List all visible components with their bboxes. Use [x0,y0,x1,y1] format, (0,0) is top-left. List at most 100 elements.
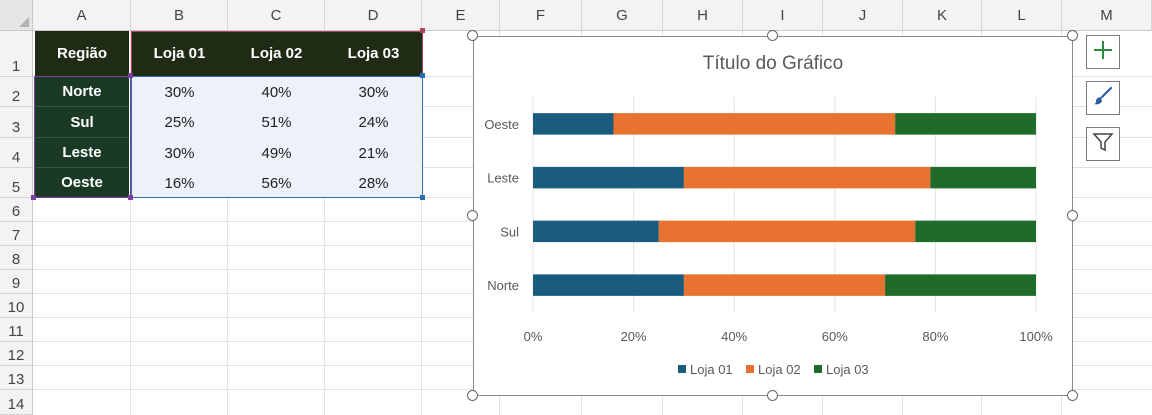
value-cell[interactable]: 24% [325,107,422,138]
x-tick-label: 60% [822,329,848,344]
chart-resize-handle[interactable] [767,390,778,401]
header-cell-regiao[interactable]: Região [35,31,129,76]
range-handle[interactable] [31,195,36,200]
row-header[interactable]: 9 [0,270,33,294]
bar-segment[interactable] [658,220,916,243]
chart-resize-handle[interactable] [467,210,478,221]
bar-segment[interactable] [533,274,684,296]
gridline [324,31,325,415]
chart-resize-handle[interactable] [467,30,478,41]
chart-title[interactable]: Título do Gráfico [703,53,843,74]
legend-entry[interactable]: Loja 02 [758,362,801,377]
category-label: Sul [500,224,519,239]
bar-segment[interactable] [683,166,931,189]
column-header[interactable]: G [582,0,663,31]
row-header[interactable]: 5 [0,168,33,198]
row-header[interactable]: 2 [0,77,33,107]
gridline [227,31,228,415]
range-handle[interactable] [420,195,425,200]
value-cell[interactable]: 25% [131,107,228,138]
region-cell[interactable]: Leste [35,138,129,168]
legend-entry[interactable]: Loja 01 [690,362,733,377]
chart-resize-handle[interactable] [1067,390,1078,401]
value-cell[interactable]: 16% [131,168,228,198]
legend-swatch [746,365,754,373]
value-cell[interactable]: 49% [228,138,325,168]
legend-swatch [678,365,686,373]
value-cell[interactable]: 56% [228,168,325,198]
column-header[interactable]: I [743,0,823,31]
range-handle[interactable] [128,73,133,78]
row-header[interactable]: 7 [0,222,33,246]
chart-resize-handle[interactable] [1067,30,1078,41]
row-header[interactable]: 12 [0,342,33,366]
x-tick-label: 0% [524,329,543,344]
column-header[interactable]: D [325,0,422,31]
row-header[interactable]: 4 [0,138,33,168]
chart-styles-button[interactable] [1086,81,1120,115]
column-header[interactable]: H [663,0,743,31]
gridline [421,31,422,415]
bar-segment[interactable] [613,113,896,135]
bar-segment[interactable] [533,166,684,189]
chart-resize-handle[interactable] [1067,210,1078,221]
row-header[interactable]: 3 [0,107,33,138]
range-handle[interactable] [420,73,425,78]
value-cell[interactable]: 30% [325,77,422,107]
select-all-corner[interactable] [0,0,33,31]
x-tick-label: 80% [922,329,948,344]
column-header[interactable]: L [982,0,1062,31]
range-handle[interactable] [420,28,425,33]
region-cell[interactable]: Sul [35,107,129,138]
x-tick-label: 100% [1019,329,1053,344]
row-header[interactable]: 14 [0,390,33,415]
chart-elements-button[interactable] [1086,35,1120,69]
bar-segment[interactable] [915,220,1036,243]
stacked-bar-chart: Título do Gráfico Norte Sul Leste Oeste 0% 2… [484,53,1053,377]
value-cell[interactable]: 40% [228,77,325,107]
column-header[interactable]: M [1062,0,1152,31]
header-cell-loja[interactable]: Loja 03 [325,31,422,76]
row-header[interactable]: 8 [0,246,33,270]
column-header[interactable]: E [422,0,500,31]
legend-entry[interactable]: Loja 03 [826,362,869,377]
column-header[interactable]: F [500,0,582,31]
header-cell-loja[interactable]: Loja 01 [131,31,228,76]
row-header[interactable]: 13 [0,366,33,390]
category-label: Oeste [484,117,519,132]
chart-resize-handle[interactable] [767,30,778,41]
column-header[interactable]: C [228,0,325,31]
value-cell[interactable]: 30% [131,138,228,168]
category-label: Norte [487,278,519,293]
x-tick-label: 20% [621,329,647,344]
value-cell[interactable]: 28% [325,168,422,198]
value-cell[interactable]: 21% [325,138,422,168]
region-cell[interactable]: Oeste [35,168,129,198]
range-handle[interactable] [128,195,133,200]
value-cell[interactable]: 30% [131,77,228,107]
column-header[interactable]: K [903,0,982,31]
column-header[interactable]: J [823,0,903,31]
row-header[interactable]: 1 [0,31,33,77]
bar-segment[interactable] [683,274,886,296]
bar-segment[interactable] [895,113,1036,135]
bar-segment[interactable] [533,113,614,135]
row-header[interactable]: 6 [0,198,33,222]
column-header[interactable]: A [33,0,131,31]
chart-filters-button[interactable] [1086,127,1120,161]
bar-segment[interactable] [885,274,1036,296]
bar-segment[interactable] [533,220,659,243]
chart-resize-handle[interactable] [467,390,478,401]
plus-icon [1092,39,1114,66]
row-header[interactable]: 11 [0,318,33,342]
region-cell[interactable]: Norte [35,77,129,107]
bar-segment[interactable] [930,166,1036,189]
funnel-icon [1092,131,1114,158]
value-cell[interactable]: 51% [228,107,325,138]
row-header[interactable]: 10 [0,294,33,318]
header-cell-loja[interactable]: Loja 02 [228,31,325,76]
gridline [130,31,131,415]
category-label: Leste [487,171,519,186]
chart-area[interactable]: Título do Gráfico Norte Sul Leste Oeste 0% 2… [473,36,1073,396]
column-header[interactable]: B [131,0,228,31]
